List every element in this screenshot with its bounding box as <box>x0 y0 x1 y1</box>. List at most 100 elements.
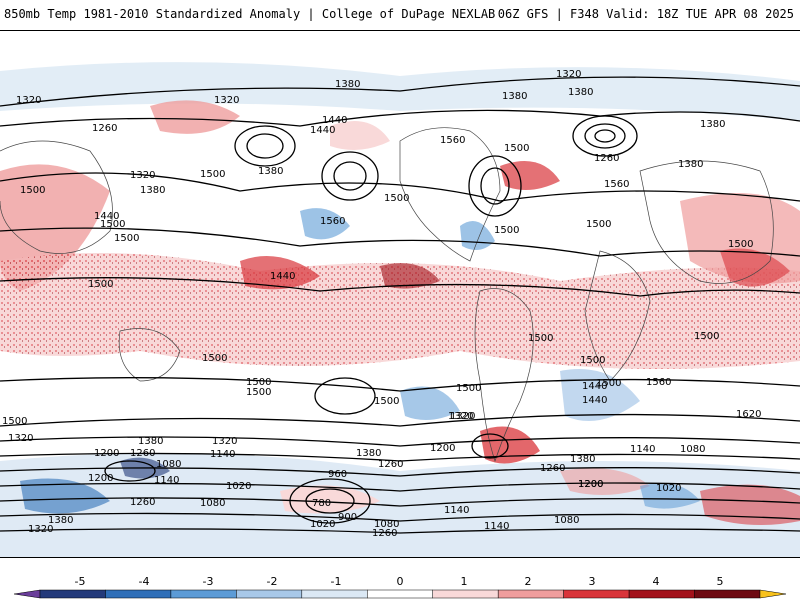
contour-label: 1380 <box>335 79 360 90</box>
contour-label: 1500 <box>20 185 45 196</box>
contour-label: 1260 <box>594 153 619 164</box>
map-title: 850mb Temp 1981-2010 Standardized Anomal… <box>4 7 496 21</box>
contour-label: 1380 <box>48 515 73 526</box>
contour-label: 1320 <box>16 95 41 106</box>
contour-label: 1320 <box>448 411 473 422</box>
contour-label: 1320 <box>556 69 581 80</box>
colorbar-segment <box>105 589 172 599</box>
contour-label: 1500 <box>246 377 271 388</box>
contour-label: 1260 <box>378 459 403 470</box>
contour-label: 1260 <box>540 463 565 474</box>
contour-label: 1200 <box>578 479 603 490</box>
colorbar-tick-label: -3 <box>203 575 214 588</box>
colorbar-segment <box>367 589 433 599</box>
contour-label: 1440 <box>94 211 119 222</box>
colorbar-segment <box>236 589 303 599</box>
colorbar-tick-label: -1 <box>331 575 342 588</box>
contour-label: 1140 <box>484 521 509 532</box>
contour-label: 1500 <box>384 193 409 204</box>
contour-label: 1140 <box>444 505 469 516</box>
contour-label: 1500 <box>246 387 271 398</box>
colorbar-extend-low <box>13 589 41 599</box>
colorbar-tick-label: 1 <box>461 575 468 588</box>
contour-label: 1500 <box>586 219 611 230</box>
contour-label: 1260 <box>92 123 117 134</box>
contour-label: 1080 <box>200 498 225 509</box>
colorbar-segment <box>39 589 106 599</box>
contour-label: 1080 <box>554 515 579 526</box>
colorbar-segment <box>301 589 368 599</box>
contour-label: 1320 <box>212 436 237 447</box>
colorbar-segment <box>628 589 695 599</box>
colorbar-canvas: -5 -4 -3 -2 -1 0 1 2 3 4 5 <box>13 575 787 599</box>
anomaly-map: 1320 1380 1320 1380 1380 1320 1260 1440 … <box>0 30 800 558</box>
contour-label: 1500 <box>728 239 753 250</box>
contour-label: 1500 <box>374 396 399 407</box>
contour-label: 1200 <box>430 443 455 454</box>
map-canvas: 1320 1380 1320 1380 1380 1320 1260 1440 … <box>0 31 800 557</box>
colorbar-segment <box>170 589 237 599</box>
colorbar-segment <box>694 589 761 599</box>
contour-label: 1620 <box>736 409 761 420</box>
contour-label: 1500 <box>504 143 529 154</box>
colorbar-tick-label: -5 <box>75 575 86 588</box>
contour-label: 1080 <box>156 459 181 470</box>
contour-label: 900 <box>338 512 357 523</box>
contour-label: 1140 <box>210 449 235 460</box>
contour-label: 1140 <box>630 444 655 455</box>
contour-label: 1500 <box>494 225 519 236</box>
contour-label: 1560 <box>646 377 671 388</box>
colorbar-ticks: -5 -4 -3 -2 -1 0 1 2 3 4 5 <box>75 575 724 588</box>
contour-label: 1500 <box>596 378 621 389</box>
contour-label: 1560 <box>320 216 345 227</box>
contour-label: 1020 <box>656 483 681 494</box>
contour-label: 1140 <box>154 475 179 486</box>
contour-label: 1320 <box>130 170 155 181</box>
contour-label: 1440 <box>310 125 335 136</box>
colorbar-tick-label: -4 <box>139 575 150 588</box>
colorbar-extend-high <box>759 589 787 599</box>
contour-label: 1260 <box>130 448 155 459</box>
contour-label: 1020 <box>310 519 335 530</box>
colorbar-tick-label: 3 <box>589 575 596 588</box>
colorbar-segment <box>497 589 564 599</box>
colorbar-tick-label: 2 <box>525 575 532 588</box>
colorbar-segment <box>563 589 630 599</box>
contour-label: 1500 <box>456 383 481 394</box>
colorbar-tick-label: 5 <box>717 575 724 588</box>
contour-label: 1200 <box>94 448 119 459</box>
colorbar-segments <box>13 589 787 599</box>
contour-label: 1380 <box>570 454 595 465</box>
header: 850mb Temp 1981-2010 Standardized Anomal… <box>0 0 800 30</box>
contour-label: 1380 <box>502 91 527 102</box>
contour-label: 1260 <box>130 497 155 508</box>
contour-labels: 1320 1380 1320 1380 1380 1320 1260 1440 … <box>2 69 761 539</box>
contour-label: 780 <box>312 498 331 509</box>
contour-label: 1440 <box>322 115 347 126</box>
run-info: 06Z GFS | F348 Valid: 18Z TUE APR 08 202… <box>497 7 794 21</box>
colorbar-tick-label: -2 <box>267 575 278 588</box>
contour-label: 1380 <box>568 87 593 98</box>
contour-label: 1380 <box>356 448 381 459</box>
contour-label: 1320 <box>28 524 53 535</box>
contour-label: 1380 <box>140 185 165 196</box>
contour-label: 1560 <box>440 135 465 146</box>
contour-label: 1500 <box>528 333 553 344</box>
contour-label: 1080 <box>680 444 705 455</box>
contour-label: 1500 <box>200 169 225 180</box>
contour-label: 1500 <box>580 355 605 366</box>
height-contours <box>0 76 800 534</box>
contour-label: 960 <box>328 469 347 480</box>
colorbar-tick-label: 4 <box>653 575 660 588</box>
contour-label: 1080 <box>374 519 399 530</box>
contour-label: 1440 <box>582 395 607 406</box>
contour-label: 1500 <box>2 416 27 427</box>
contour-label: 1380 <box>678 159 703 170</box>
contour-label: 1380 <box>258 166 283 177</box>
contour-label: 1380 <box>138 436 163 447</box>
contour-label: 1560 <box>604 179 629 190</box>
contour-label: 1320 <box>8 433 33 444</box>
anomaly-shading <box>0 31 800 557</box>
contour-label: 1440 <box>270 271 295 282</box>
contour-label: 1320 <box>214 95 239 106</box>
